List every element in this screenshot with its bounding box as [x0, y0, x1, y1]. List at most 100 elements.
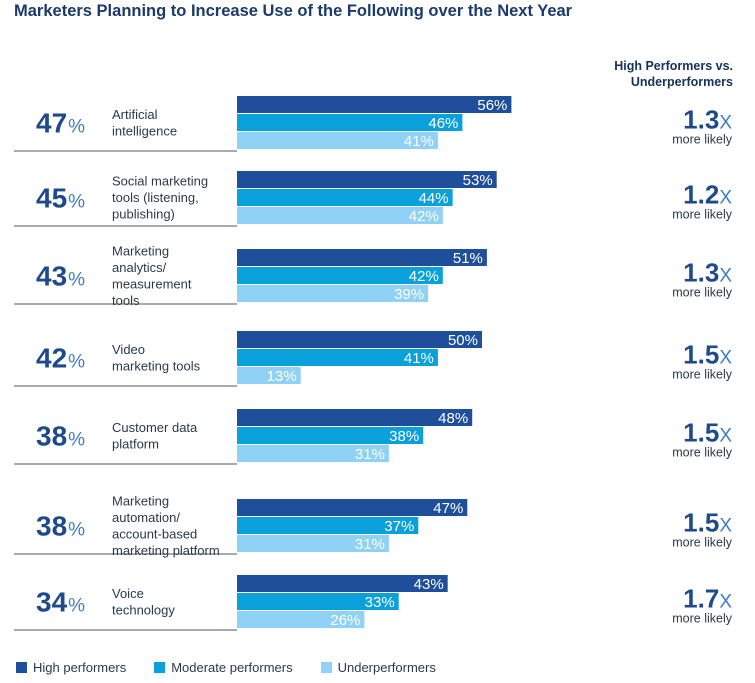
- category-label: measurement: [112, 276, 192, 291]
- percent-sign: %: [68, 596, 85, 617]
- ratio-subtitle: more likely: [672, 208, 732, 222]
- bar-value-label: 42%: [409, 208, 439, 225]
- bar-value-label: 39%: [394, 286, 424, 303]
- bar: [237, 499, 468, 516]
- ratio-number: 1.2: [683, 180, 719, 210]
- ratio-number: 1.5: [683, 340, 719, 370]
- ratio-suffix: X: [719, 348, 732, 369]
- legend-label: Underperformers: [337, 660, 436, 675]
- bar-value-label: 43%: [414, 576, 444, 593]
- legend: High performers Moderate performers Underp…: [16, 660, 464, 675]
- ratio-suffix: X: [719, 188, 732, 209]
- bar: [237, 114, 463, 131]
- bar-value-label: 53%: [463, 172, 493, 189]
- bar-value-label: 44%: [419, 190, 449, 207]
- overall-percent-value: 34: [36, 587, 68, 618]
- chart-title: Marketers Planning to Increase Use of th…: [14, 2, 573, 20]
- legend-swatch: [16, 662, 27, 673]
- bar-value-label: 50%: [448, 332, 478, 349]
- ratio-number: 1.5: [683, 508, 719, 538]
- percent-sign: %: [68, 430, 85, 451]
- ratio-subtitle: more likely: [672, 368, 732, 382]
- bar-value-label: 46%: [428, 115, 458, 132]
- bar: [237, 593, 399, 610]
- overall-percent: 47%: [36, 108, 85, 139]
- ratio-suffix: X: [719, 592, 732, 613]
- ratio-suffix: X: [719, 266, 732, 287]
- ratio-number: 1.3: [683, 258, 719, 288]
- bar: [237, 189, 453, 206]
- ratio-number: 1.3: [683, 105, 719, 135]
- bar: [237, 409, 473, 426]
- overall-percent-value: 45: [36, 183, 67, 214]
- ratio-suffix: X: [719, 426, 732, 447]
- ratio-value: 1.5X: [683, 418, 732, 448]
- ratio-value: 1.3X: [683, 258, 732, 288]
- ratio-suffix: X: [719, 516, 732, 537]
- bar-value-label: 31%: [355, 536, 385, 553]
- bar-value-label: 37%: [384, 518, 414, 535]
- category-label: automation/: [112, 510, 180, 525]
- bar-value-label: 56%: [477, 97, 507, 114]
- legend-swatch: [320, 662, 332, 673]
- bar: [237, 267, 443, 284]
- ratio-subtitle: more likely: [672, 133, 732, 147]
- ratio-subtitle: more likely: [672, 446, 732, 460]
- bar-value-label: 33%: [365, 594, 395, 611]
- category-group: 38% Marketing automation/account-based mark…: [14, 493, 733, 558]
- overall-percent-value: 43: [36, 261, 67, 292]
- legend-item: Underperformers: [320, 660, 436, 675]
- ratio-value: 1.2X: [683, 180, 732, 210]
- bar-value-label: 26%: [330, 612, 360, 629]
- ratio-subtitle: more likely: [672, 612, 732, 626]
- ratio-subtitle: more likely: [672, 536, 732, 550]
- category-label: technology: [112, 602, 175, 617]
- bar: [237, 331, 482, 348]
- ratio-suffix: X: [719, 113, 732, 134]
- bar: [237, 427, 424, 444]
- overall-percent-value: 42: [36, 343, 67, 374]
- bar-value-label: 13%: [267, 368, 297, 385]
- legend-label: High performers: [33, 660, 127, 675]
- bar: [237, 285, 429, 302]
- overall-percent-value: 38: [36, 421, 67, 452]
- category-group: 43% Marketing analytics/measurement tools 51…: [14, 243, 733, 308]
- ratio-value: 1.5X: [683, 340, 732, 370]
- bar-value-label: 31%: [355, 446, 385, 463]
- bar: [237, 96, 512, 113]
- category-label: Artificial: [112, 107, 158, 122]
- bar-value-label: 48%: [438, 410, 468, 427]
- bar-value-label: 41%: [404, 133, 434, 150]
- overall-percent: 43%: [36, 261, 85, 292]
- legend-label: Moderate performers: [171, 660, 293, 675]
- category-label: Marketing: [112, 493, 169, 508]
- category-label: intelligence: [112, 123, 177, 138]
- category-label: Video: [112, 342, 145, 357]
- ratio-subtitle: more likely: [672, 286, 732, 300]
- bar-value-label: 42%: [409, 268, 439, 285]
- overall-percent: 42%: [36, 343, 85, 374]
- percent-sign: %: [68, 117, 85, 138]
- ratio-value: 1.7X: [683, 584, 732, 614]
- category-label: tools (listening,: [112, 190, 199, 205]
- category-label: platform: [112, 436, 159, 451]
- ratio-number: 1.7: [683, 584, 719, 614]
- bar-value-label: 41%: [404, 350, 434, 367]
- bar: [237, 367, 301, 384]
- category-label: analytics/: [112, 260, 167, 275]
- legend-swatch: [154, 662, 166, 673]
- category-label: Voice: [112, 586, 144, 601]
- bar: [237, 517, 419, 534]
- overall-percent: 38%: [36, 421, 85, 452]
- category-label: tools: [112, 293, 140, 308]
- category-label: marketing platform: [112, 543, 220, 558]
- ratio-value: 1.3X: [683, 105, 732, 135]
- bar: [237, 445, 389, 462]
- percent-sign: %: [68, 352, 85, 373]
- bar-value-label: 38%: [389, 428, 419, 445]
- legend-item: High performers: [16, 660, 126, 675]
